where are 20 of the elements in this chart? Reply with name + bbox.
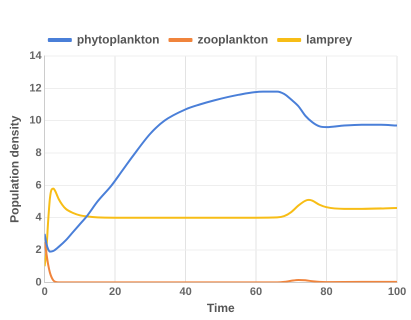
x-tick-label: 60 <box>250 286 262 298</box>
line-series <box>44 90 397 253</box>
y-tick-label: 2 <box>36 244 42 256</box>
legend-label: zooplankton <box>197 32 268 46</box>
y-tick-label: 6 <box>36 179 42 192</box>
y-tick-label: 10 <box>29 114 42 127</box>
y-tick-label: 0 <box>36 276 42 288</box>
y-tick-label: 4 <box>36 212 43 224</box>
y-tick-label: 14 <box>29 50 43 62</box>
legend-label: lamprey <box>306 32 352 46</box>
x-tick-label: 20 <box>108 286 122 298</box>
y-tick-label: 12 <box>29 82 42 94</box>
x-axis-title: Time <box>206 301 236 316</box>
x-tick-label: 80 <box>320 286 333 298</box>
legend-label: phytoplankton <box>76 32 160 46</box>
x-tick-label: 40 <box>179 286 192 298</box>
y-tick-label: 8 <box>36 147 42 160</box>
x-tick-label: 100 <box>388 286 406 298</box>
line-series <box>44 188 397 268</box>
y-axis-title: Population density <box>8 115 22 223</box>
